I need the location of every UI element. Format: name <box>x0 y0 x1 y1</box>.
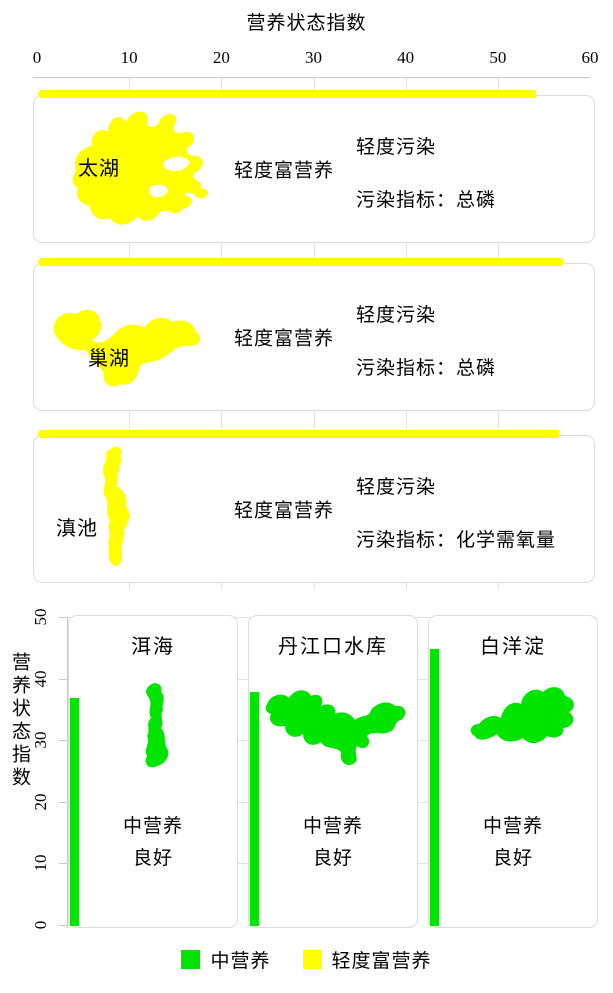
legend-label-light-eutrophic: 轻度富营养 <box>331 951 432 972</box>
erhai-title: 洱海 <box>131 636 175 658</box>
top-tick-10: 10 <box>120 48 138 67</box>
top-tick-60: 60 <box>581 48 599 67</box>
chaohu-tsi-bar <box>38 258 564 266</box>
baiyangdian-lake-shape <box>470 687 574 744</box>
erhai-trophic-status: 中营养 <box>122 816 183 837</box>
light-eutrophic-swatch-icon <box>302 950 322 969</box>
bottom-tick-50: 50 <box>31 608 50 626</box>
bottom-tick-0: 0 <box>31 920 50 930</box>
chaohu-trophic-status: 轻度富营养 <box>233 328 334 350</box>
dianchi-trophic-status: 轻度富营养 <box>233 500 334 522</box>
bottom-y-axis-line <box>67 616 68 928</box>
erhai-lake-shape <box>145 683 169 768</box>
taihu-lake-shape <box>72 111 208 225</box>
chaohu-lake-shape <box>53 309 201 387</box>
bottom-tickmark-10 <box>59 863 67 865</box>
dianchi-tsi-bar <box>38 430 559 438</box>
top-tick-0: 0 <box>32 48 42 67</box>
bottom-tickmark-30 <box>59 740 67 742</box>
panel-dianchi: 滇池 轻度富营养 轻度污染 污染指标：化学需氧量 <box>33 430 595 583</box>
top-tick-40: 40 <box>397 48 415 67</box>
taihu-label: 太湖 <box>78 158 120 180</box>
chaohu-label: 巢湖 <box>88 348 130 370</box>
panel-chaohu: 巢湖 轻度富营养 轻度污染 污染指标：总磷 <box>33 258 595 411</box>
baiyangdian-tsi-bar <box>430 648 439 926</box>
baiyangdian-water-quality: 良好 <box>492 848 533 869</box>
chaohu-pollution-block: 轻度污染 污染指标：总磷 <box>356 300 496 380</box>
danjiangkou-lake-shape <box>265 690 406 766</box>
taihu-pollution-indicator: 污染指标：总磷 <box>356 189 497 211</box>
taihu-pollution-level: 轻度污染 <box>356 136 437 158</box>
taihu-tsi-bar <box>38 90 536 98</box>
dianchi-lake-shape <box>102 446 130 567</box>
danjiangkou-trophic-status: 中营养 <box>302 816 363 837</box>
top-axis-title: 营养状态指数 <box>246 13 367 34</box>
legend-label-mesotrophic: 中营养 <box>210 951 271 972</box>
bottom-tick-10: 10 <box>31 854 50 872</box>
panel-baiyangdian: 白洋淀 中营养 良好 <box>428 615 598 928</box>
dianchi-pollution-block: 轻度污染 污染指标：化学需氧量 <box>356 472 556 552</box>
dianchi-pollution-level: 轻度污染 <box>356 476 437 498</box>
panel-erhai: 洱海 中营养 良好 <box>68 615 238 928</box>
dianchi-pollution-indicator: 污染指标：化学需氧量 <box>356 529 557 551</box>
legend: 中营养 轻度富营养 <box>0 946 613 973</box>
erhai-water-quality: 良好 <box>132 848 173 869</box>
bottom-tick-30: 30 <box>31 731 50 749</box>
danjiangkou-water-quality: 良好 <box>312 848 353 869</box>
danjiangkou-title: 丹江口水库 <box>278 636 388 658</box>
taihu-trophic-status: 轻度富营养 <box>233 160 334 182</box>
dianchi-label: 滇池 <box>56 518 98 540</box>
danjiangkou-tsi-bar <box>250 691 259 926</box>
mesotrophic-swatch-icon <box>181 950 201 969</box>
bottom-y-axis-title: 营养状态指数 <box>9 652 30 790</box>
legend-item-light-eutrophic: 轻度富营养 <box>302 946 432 973</box>
chaohu-pollution-indicator: 污染指标：总磷 <box>356 357 497 379</box>
erhai-tsi-bar <box>70 698 79 926</box>
baiyangdian-title: 白洋淀 <box>480 636 546 658</box>
taihu-pollution-block: 轻度污染 污染指标：总磷 <box>356 132 496 212</box>
panel-danjiangkou: 丹江口水库 中营养 良好 <box>248 615 418 928</box>
bottom-tickmark-40 <box>59 678 67 680</box>
bottom-tickmark-0 <box>59 925 67 926</box>
top-tick-20: 20 <box>212 48 230 67</box>
chaohu-pollution-level: 轻度污染 <box>356 304 437 326</box>
legend-item-mesotrophic: 中营养 <box>181 946 270 973</box>
bottom-tickmark-50 <box>59 617 67 618</box>
top-tick-30: 30 <box>305 48 322 67</box>
top-tick-50: 50 <box>489 48 507 67</box>
top-axis-line <box>33 77 590 78</box>
panel-taihu: 太湖 轻度富营养 轻度污染 污染指标：总磷 <box>33 90 595 243</box>
bottom-tickmark-20 <box>59 801 67 803</box>
bottom-tick-40: 40 <box>31 670 50 688</box>
bottom-tick-20: 20 <box>31 793 50 811</box>
baiyangdian-trophic-status: 中营养 <box>482 816 543 837</box>
